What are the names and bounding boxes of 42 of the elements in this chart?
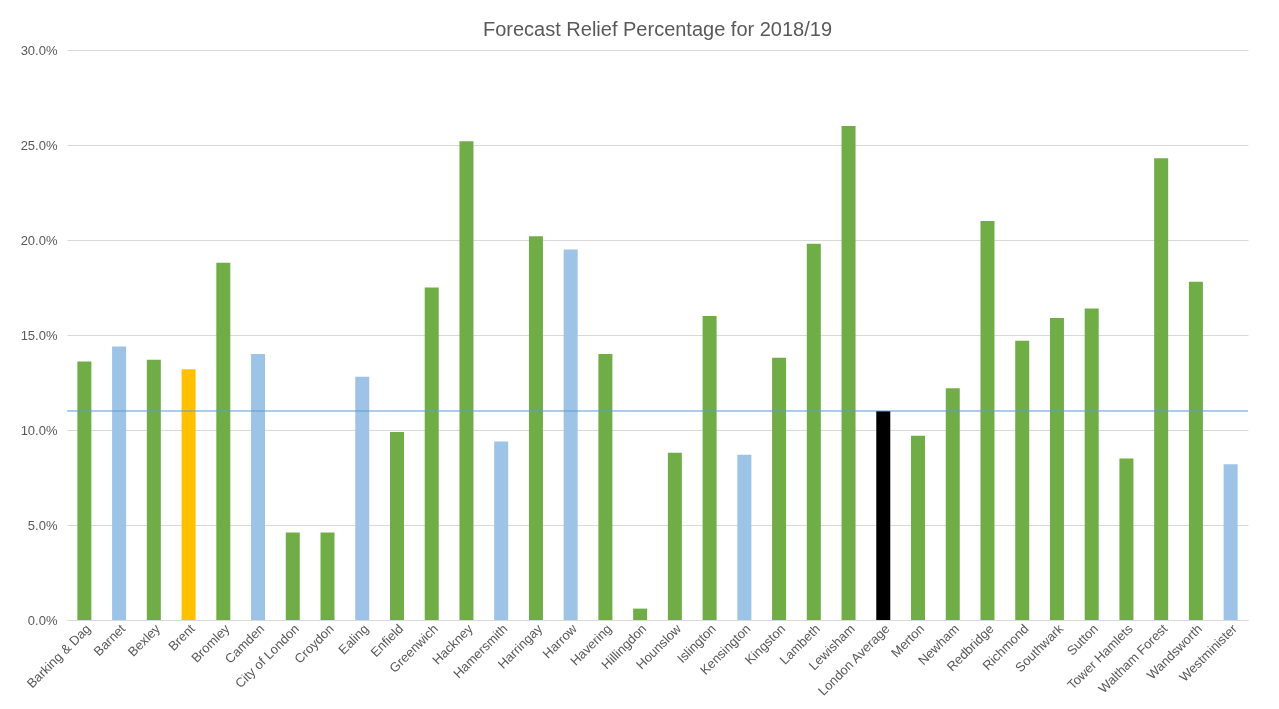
y-tick-label: 5.0% (27, 517, 58, 533)
bar (980, 221, 995, 620)
bar (1223, 464, 1238, 620)
bar (181, 369, 196, 620)
bar (320, 532, 335, 620)
y-tick-label: 0.0% (27, 612, 58, 628)
chart-title: Forecast Relief Percentage for 2018/19 (482, 18, 833, 40)
bar (1154, 158, 1169, 620)
bar (1049, 317, 1064, 620)
bar (876, 411, 891, 620)
bar (146, 359, 161, 620)
bar (389, 431, 404, 620)
bar (494, 441, 509, 620)
bar (945, 388, 960, 620)
bar (1188, 281, 1203, 620)
y-tick-label: 15.0% (20, 327, 58, 343)
bar (1015, 340, 1030, 620)
bar (772, 357, 787, 620)
y-tick-label: 20.0% (20, 232, 58, 248)
bar (1084, 308, 1099, 620)
bar (251, 354, 266, 620)
y-tick-label: 25.0% (20, 137, 58, 153)
bar (77, 361, 92, 620)
bar (112, 346, 127, 620)
bar (216, 262, 231, 620)
bar (911, 435, 926, 620)
bar (424, 287, 439, 620)
bar (737, 454, 752, 620)
bar (355, 376, 370, 620)
bar (841, 126, 856, 620)
y-tick-label: 30.0% (20, 42, 58, 58)
y-tick-label: 10.0% (20, 422, 58, 438)
bar (528, 236, 543, 620)
bar (702, 316, 717, 620)
bar (459, 141, 474, 620)
bar (806, 243, 821, 620)
bar (667, 452, 682, 620)
bar (1119, 458, 1134, 620)
bar (563, 249, 578, 620)
bar (633, 608, 648, 620)
bar (598, 354, 613, 620)
bar (285, 532, 300, 620)
